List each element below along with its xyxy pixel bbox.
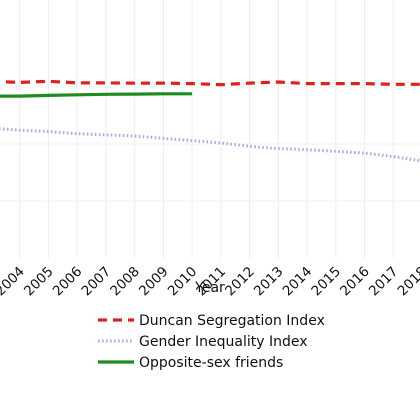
x-tick-label: 2016 <box>337 264 373 300</box>
series-line-2 <box>0 92 193 98</box>
legend-label-2: Opposite-sex friends <box>139 355 283 371</box>
series-line-1 <box>0 127 420 163</box>
x-tick-label: 2013 <box>251 264 287 300</box>
x-tick-label: 2017 <box>366 264 402 300</box>
x-tick-label: 2009 <box>136 264 172 300</box>
x-tick-label: 2007 <box>79 264 115 300</box>
x-axis-title: Year <box>194 280 225 296</box>
plot-series <box>0 79 420 163</box>
legend: Duncan Segregation Index Gender Inequalit… <box>98 313 325 371</box>
series-line-0 <box>0 79 420 87</box>
legend-label-0: Duncan Segregation Index <box>139 313 325 329</box>
gridlines <box>0 0 420 258</box>
x-tick-label: 2014 <box>280 264 316 300</box>
x-tick-label: 2018 <box>395 264 420 300</box>
x-tick-label: 2006 <box>50 264 86 300</box>
x-tick-label: 2005 <box>21 264 57 300</box>
legend-label-1: Gender Inequality Index <box>139 334 308 350</box>
x-tick-label: 2008 <box>107 264 143 300</box>
x-tick-label: 2012 <box>222 264 258 300</box>
x-tick-label: 2004 <box>0 264 28 300</box>
x-tick-label: 2015 <box>308 264 344 300</box>
